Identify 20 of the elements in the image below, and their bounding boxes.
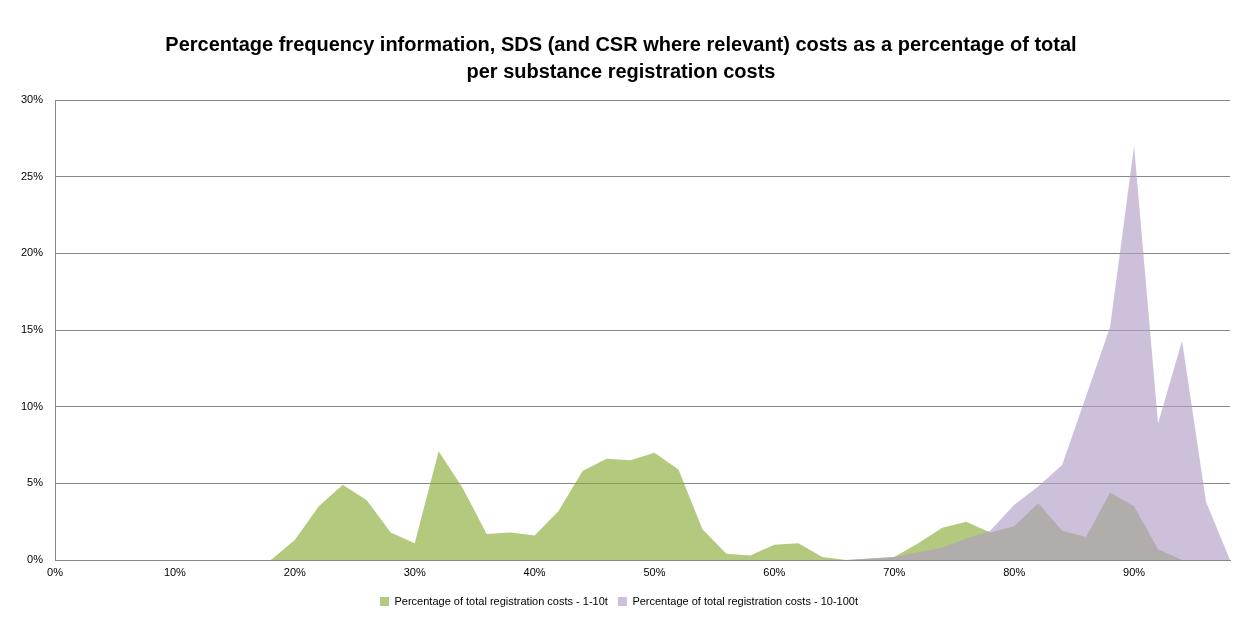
- x-tick-label: 20%: [283, 565, 307, 578]
- chart-title: Percentage frequency information, SDS (and CSR where relevant) costs as a percentage of total per substance registration costs: [164, 32, 1078, 84]
- x-tick-label: 0%: [47, 565, 64, 578]
- x-tick-label: 10%: [163, 565, 187, 578]
- x-tick-label: 90%: [1123, 565, 1146, 578]
- legend-label: Percentage of total registration costs - 1-10t: [394, 594, 608, 607]
- y-tick-label: 30%: [20, 93, 44, 106]
- x-tick-label: 80%: [1003, 565, 1026, 578]
- y-tick-label: 25%: [20, 169, 44, 182]
- y-tick-label: 5%: [27, 476, 44, 489]
- legend-label: Percentage of total registration costs - 10-100t: [632, 594, 859, 607]
- y-tick-label: 10%: [20, 399, 44, 412]
- x-tick-label: 40%: [523, 565, 546, 578]
- y-tick-label: 15%: [20, 323, 44, 336]
- y-tick-label: 0%: [27, 553, 44, 566]
- x-tick-label: 70%: [883, 565, 906, 578]
- x-tick-label: 50%: [643, 565, 666, 578]
- y-tick-label: 20%: [20, 246, 44, 259]
- x-tick-label: 60%: [763, 565, 786, 578]
- x-tick-label: 30%: [403, 565, 426, 578]
